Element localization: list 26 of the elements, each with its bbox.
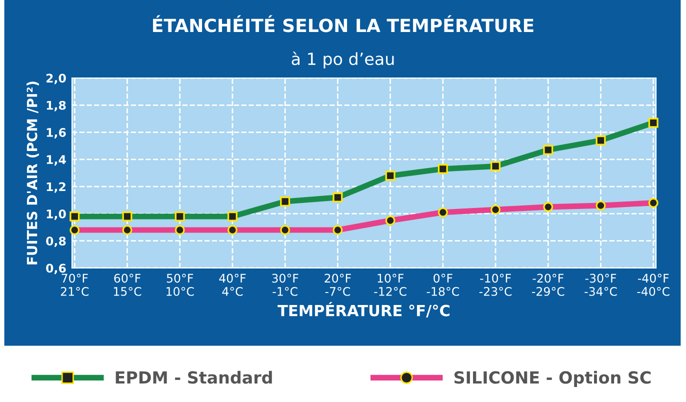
x-tick-label: -10°F -23°C [479,274,512,296]
chart-title: ÉTANCHÉITÉ SELON LA TEMPÉRATURE [153,15,534,32]
x-tick-label: 60°F 15°C [114,274,142,296]
y-tick-label: 1,0 [46,209,66,220]
x-tick-label: 50°F 10°C [166,274,194,296]
y-axis-title: FUITES D'AIR (PCM /PI²) [26,82,39,264]
x-tick-label: -30°F -34°C [584,274,617,296]
legend-label: EPDM - Standard [116,370,272,384]
y-tick-label: 0,8 [46,236,66,248]
x-tick-label: -20°F -29°C [532,274,564,296]
chart-subtitle: à 1 po d’eau [292,52,394,68]
y-tick-label: 1,4 [46,155,66,166]
y-tick-label: 0,6 [46,264,66,274]
legend-label: SILICONE - Option SC [454,370,651,387]
x-tick-label: 70°F 21°C [60,274,89,296]
y-tick-label: 1,6 [46,128,66,138]
x-tick-label: 10°F -12°C [374,274,406,296]
y-tick-label: 1,2 [46,182,66,193]
y-tick-label: 2,0 [46,74,66,84]
y-tick-label: 1,8 [46,100,66,112]
x-tick-label: 40°F 4°C [219,274,246,296]
x-tick-label: -40°F -40°C [637,274,670,296]
x-tick-label: 0°F -18°C [426,274,459,296]
x-axis-title: TEMPÉRATURE °F/°C [278,302,450,318]
x-tick-label: 20°F -7°C [324,274,351,296]
x-tick-label: 30°F -1°C [272,274,298,296]
